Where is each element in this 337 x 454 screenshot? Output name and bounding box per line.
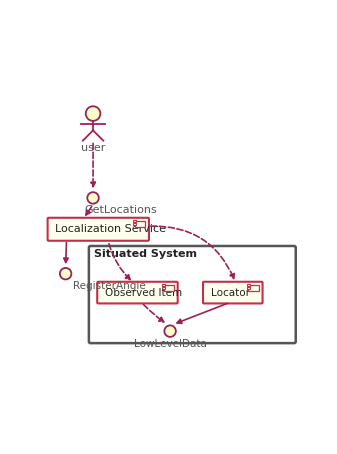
Circle shape	[60, 268, 71, 279]
FancyArrowPatch shape	[86, 207, 92, 215]
Bar	[162, 284, 165, 286]
Bar	[163, 285, 174, 291]
Bar	[162, 287, 165, 289]
FancyArrowPatch shape	[177, 303, 227, 323]
Text: RegisterAngle: RegisterAngle	[73, 281, 146, 291]
FancyArrowPatch shape	[91, 143, 95, 187]
Circle shape	[164, 326, 176, 337]
Text: Localization Service: Localization Service	[55, 224, 166, 234]
Bar	[248, 285, 259, 291]
Bar	[133, 223, 136, 225]
Bar	[135, 221, 145, 227]
FancyArrowPatch shape	[143, 304, 164, 322]
Text: GetLocations: GetLocations	[85, 205, 157, 215]
FancyBboxPatch shape	[97, 282, 178, 303]
FancyArrowPatch shape	[109, 244, 130, 280]
Text: LowLevelData: LowLevelData	[134, 340, 207, 350]
FancyBboxPatch shape	[48, 218, 149, 241]
Text: Observed Item: Observed Item	[105, 287, 182, 298]
Text: Situated System: Situated System	[94, 249, 197, 259]
Bar	[247, 284, 250, 286]
FancyBboxPatch shape	[203, 282, 263, 303]
FancyArrowPatch shape	[64, 242, 68, 262]
Bar	[133, 220, 136, 222]
Circle shape	[86, 106, 100, 121]
Text: Locator: Locator	[211, 287, 250, 298]
Circle shape	[87, 192, 99, 204]
Text: user: user	[81, 143, 105, 153]
FancyArrowPatch shape	[151, 226, 234, 279]
FancyBboxPatch shape	[89, 246, 296, 343]
Bar	[247, 287, 250, 289]
